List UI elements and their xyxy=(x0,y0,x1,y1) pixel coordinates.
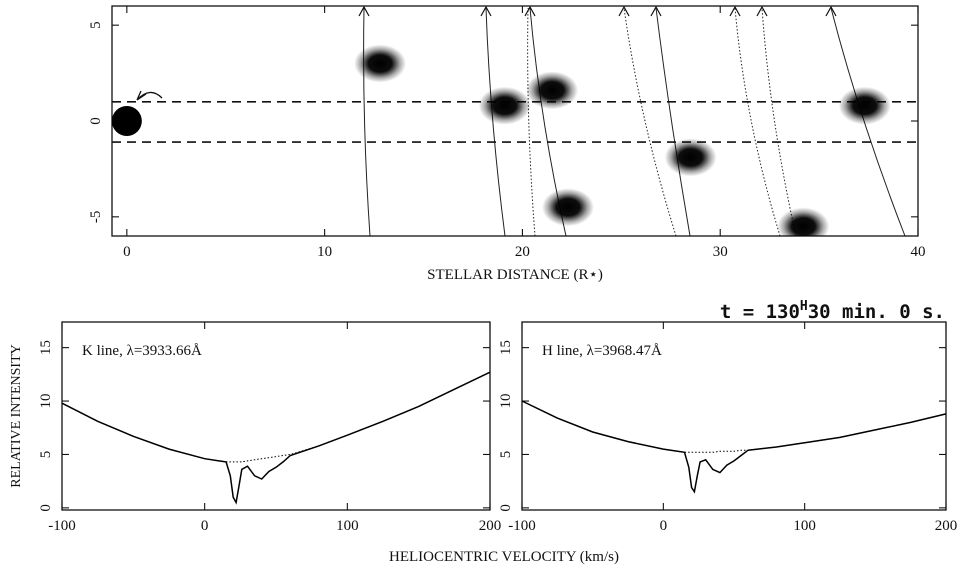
plot-frame xyxy=(61,321,491,511)
x-tick-label: 40 xyxy=(911,244,926,260)
x-axis-label: STELLAR DISTANCE (R⋆) xyxy=(427,267,603,283)
x-tick-label: 200 xyxy=(935,518,958,534)
trajectory xyxy=(655,7,691,237)
x-tick-label: 20 xyxy=(515,244,530,260)
x-tick-label: 0 xyxy=(123,244,131,260)
spectrum-line xyxy=(521,400,947,453)
trajectory xyxy=(734,7,781,237)
comet xyxy=(526,71,579,110)
arrowheads xyxy=(358,5,837,17)
x-tick-label: -100 xyxy=(48,518,76,534)
time-part: H xyxy=(800,299,808,314)
y-tick-label: 15 xyxy=(498,340,514,355)
time-part: t = 130 xyxy=(720,301,800,323)
trajectory xyxy=(363,7,371,237)
spectrum-line xyxy=(61,371,491,463)
panel-label: K line, λ=3933.66Å xyxy=(82,343,202,359)
x-tick-label: -100 xyxy=(508,518,536,534)
x-tick-label: 100 xyxy=(793,518,816,534)
y-tick-label: 5 xyxy=(498,451,514,459)
comet xyxy=(838,86,891,125)
x-axis-label: HELIOCENTRIC VELOCITY (km/s) xyxy=(389,549,619,565)
x-tick-label: 100 xyxy=(336,518,359,534)
y-tick-label: 0 xyxy=(38,504,54,512)
x-tick-label: 30 xyxy=(713,244,728,260)
plot-frame xyxy=(521,321,947,511)
comet xyxy=(777,207,830,236)
y-tick-label: 5 xyxy=(88,21,104,29)
trajectory xyxy=(761,7,797,237)
spectrum-line xyxy=(61,371,491,505)
plot-area xyxy=(112,44,918,236)
time-part: 30 min. 0 s. xyxy=(808,301,945,323)
x-tick-label: 0 xyxy=(660,518,668,534)
spectrum-line xyxy=(521,400,947,494)
comet xyxy=(664,138,717,177)
y-tick-label: 10 xyxy=(38,394,54,409)
panel-label: H line, λ=3968.47Å xyxy=(542,343,662,359)
star xyxy=(112,106,142,136)
comet xyxy=(354,44,407,83)
rotation-arrow xyxy=(136,90,163,101)
y-tick-label: -5 xyxy=(88,211,104,224)
y-axis-label: RELATIVE INTENSITY xyxy=(9,344,24,487)
time-label: t = 130H30 min. 0 s. xyxy=(720,299,945,323)
y-tick-label: 15 xyxy=(38,340,54,355)
x-tick-label: 10 xyxy=(317,244,332,260)
y-tick-label: 10 xyxy=(498,394,514,409)
y-tick-label: 0 xyxy=(498,504,514,512)
comet xyxy=(541,188,594,227)
x-tick-label: 200 xyxy=(479,518,502,534)
x-tick-label: 0 xyxy=(201,518,209,534)
y-tick-label: 0 xyxy=(88,117,104,125)
comet xyxy=(478,86,531,125)
y-tick-label: 5 xyxy=(38,451,54,459)
trajectory xyxy=(527,7,536,237)
trajectory xyxy=(623,7,677,237)
trajectories xyxy=(136,5,906,237)
